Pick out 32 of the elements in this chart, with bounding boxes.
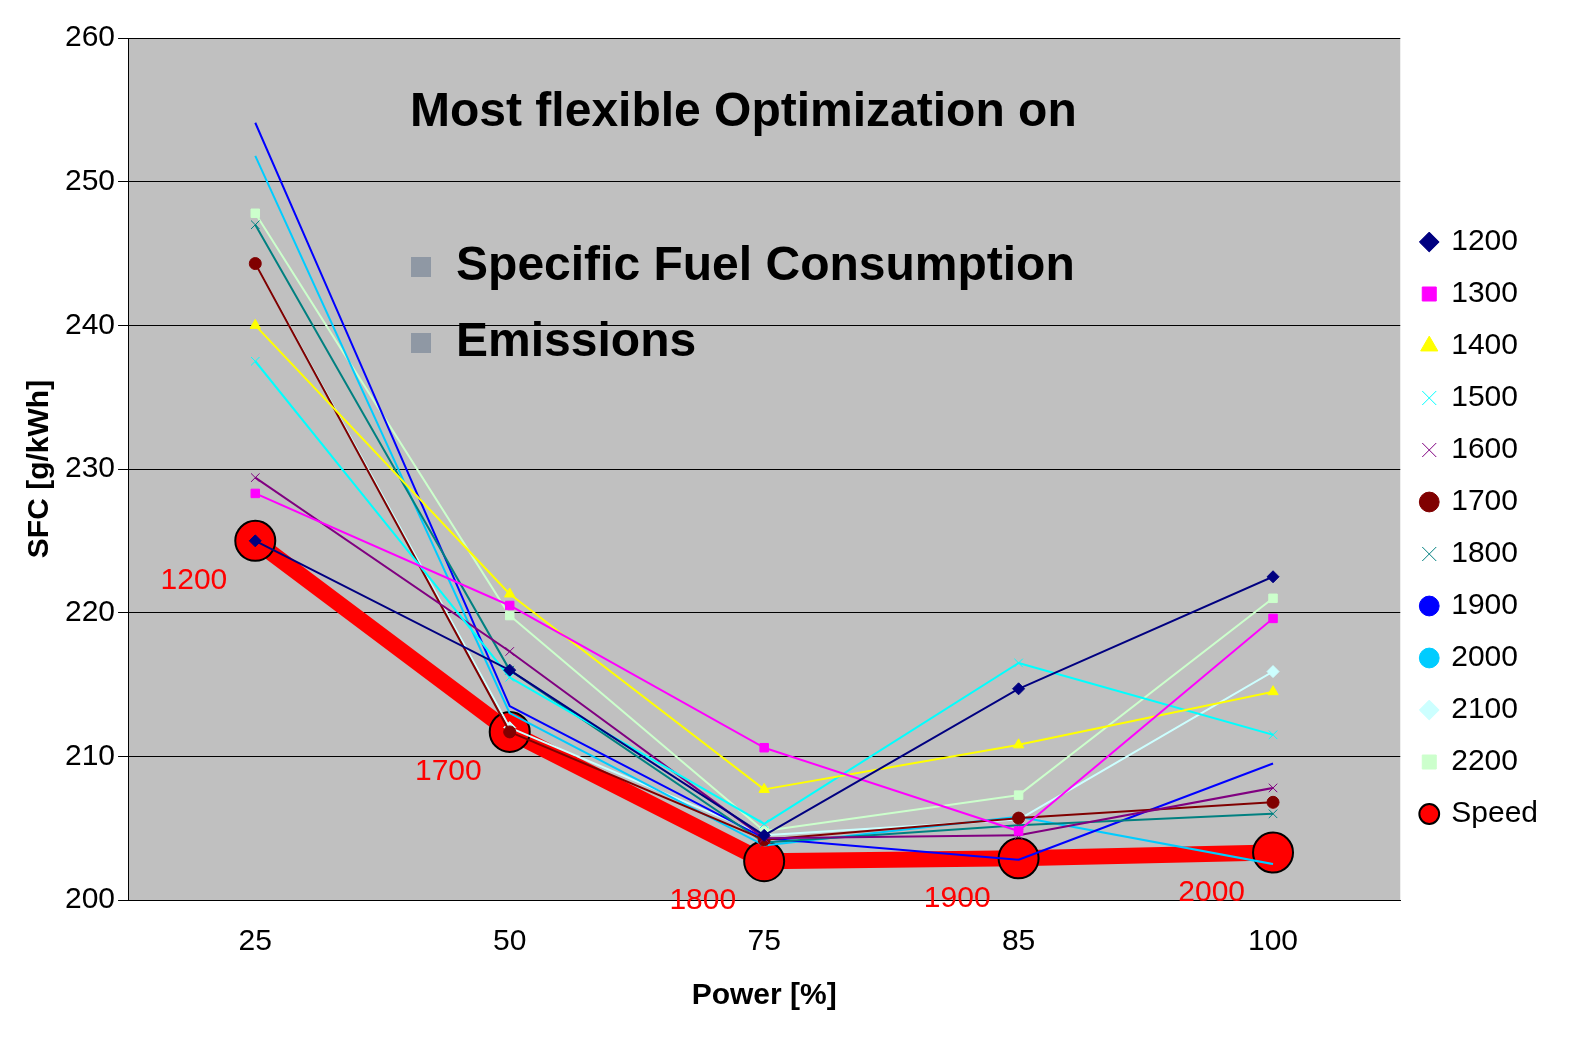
- y-tick-label: 260: [64, 19, 116, 53]
- x-tick-label: 50: [493, 923, 527, 957]
- annotation: 1200: [160, 562, 228, 596]
- y-tick-label: 250: [64, 162, 116, 196]
- y-tick-label: 220: [64, 593, 116, 627]
- legend-label: 1800: [1451, 535, 1518, 569]
- y-tick-label: 240: [64, 306, 116, 340]
- legend-label: 2100: [1451, 691, 1518, 725]
- y-tick-label: 210: [64, 737, 116, 771]
- x-tick-label: 85: [1001, 923, 1036, 957]
- y-tick-label: 200: [64, 881, 116, 915]
- y-axis-title: SFC [g/kWh]: [21, 379, 55, 559]
- legend-label: 1700: [1451, 483, 1518, 517]
- legend-label: 1600: [1451, 431, 1518, 465]
- x-axis-title: Power [%]: [691, 977, 837, 1011]
- x-tick-label: 100: [1248, 923, 1299, 957]
- legend-label: 1300: [1451, 275, 1518, 309]
- legend-label: 2200: [1451, 743, 1518, 777]
- legend-label: 1200: [1451, 223, 1518, 257]
- annotation: 2000: [1178, 873, 1246, 907]
- legend-label: Speed: [1451, 795, 1538, 829]
- annotation: Emissions: [456, 313, 697, 367]
- legend-label: 2000: [1451, 639, 1518, 673]
- legend-label: 1500: [1451, 379, 1518, 413]
- x-tick-label: 25: [238, 923, 272, 957]
- legend-label: 1400: [1451, 327, 1518, 361]
- annotation: Specific Fuel Consumption: [456, 237, 1075, 291]
- annotation: 1700: [414, 753, 482, 787]
- y-tick-label: 230: [64, 450, 116, 484]
- annotation: Most flexible Optimization on: [410, 83, 1077, 137]
- x-tick-label: 75: [747, 923, 781, 957]
- legend-label: 1900: [1451, 587, 1518, 621]
